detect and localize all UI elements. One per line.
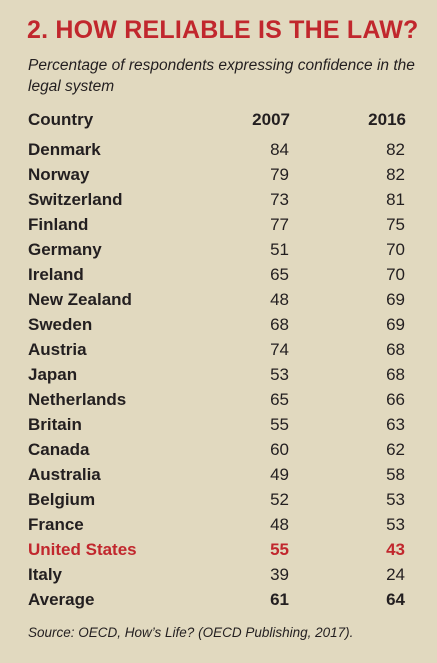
value-2016-cell: 64 <box>386 590 405 609</box>
value-2007-cell: 48 <box>270 290 289 309</box>
table-row: France 48 53 <box>28 515 408 540</box>
chart-title: 2. HOW RELIABLE IS THE LAW? <box>27 16 419 44</box>
chart-subtitle: Percentage of respondents expressing con… <box>28 57 415 95</box>
country-cell: Japan <box>28 365 78 384</box>
country-cell: Italy <box>28 565 63 584</box>
table-row: Finland 77 75 <box>28 215 408 240</box>
country-cell: Britain <box>28 415 82 434</box>
country-cell: Norway <box>28 165 90 184</box>
value-2007-cell: 51 <box>270 240 289 259</box>
country-cell: Germany <box>28 240 102 259</box>
value-2007-cell: 55 <box>270 415 289 434</box>
country-cell: New Zealand <box>28 290 132 309</box>
table-row: Australia 49 58 <box>28 465 408 490</box>
value-2016-cell: 68 <box>386 340 405 359</box>
table-row: Netherlands 65 66 <box>28 390 408 415</box>
table-header: Country 2007 2016 <box>28 110 408 135</box>
table-row: Italy 39 24 <box>28 565 408 590</box>
table-row-average: Average 61 64 <box>28 590 408 615</box>
value-2016-cell: 82 <box>386 140 405 159</box>
table-row: Norway 79 82 <box>28 165 408 190</box>
value-2007-cell: 84 <box>270 140 289 159</box>
country-cell: Netherlands <box>28 390 127 409</box>
value-2016-cell: 24 <box>386 565 405 584</box>
value-2007-cell: 48 <box>270 515 289 534</box>
table-row: Ireland 65 70 <box>28 265 408 290</box>
value-2016-cell: 66 <box>386 390 405 409</box>
table-row: Sweden 68 69 <box>28 315 408 340</box>
country-cell: Denmark <box>28 140 101 159</box>
value-2007-cell: 49 <box>270 465 289 484</box>
value-2016-cell: 70 <box>386 265 405 284</box>
country-cell: Australia <box>28 465 101 484</box>
table-row: Belgium 52 53 <box>28 490 408 515</box>
value-2016-cell: 53 <box>386 490 405 509</box>
table-row: Japan 53 68 <box>28 365 408 390</box>
value-2007-cell: 55 <box>270 540 289 559</box>
value-2016-cell: 81 <box>386 190 405 209</box>
value-2016-cell: 58 <box>386 465 405 484</box>
table-row: Canada 60 62 <box>28 440 408 465</box>
table-row: United States 55 43 <box>28 540 408 565</box>
table-row: Denmark 84 82 <box>28 140 408 165</box>
table-row: Austria 74 68 <box>28 340 408 365</box>
country-cell: Ireland <box>28 265 84 284</box>
country-cell: Canada <box>28 440 90 459</box>
country-cell: Austria <box>28 340 87 359</box>
value-2016-cell: 63 <box>386 415 405 434</box>
value-2007-cell: 52 <box>270 490 289 509</box>
value-2016-cell: 75 <box>386 215 405 234</box>
country-cell: Finland <box>28 215 89 234</box>
country-cell: France <box>28 515 84 534</box>
value-2016-cell: 43 <box>386 540 405 559</box>
value-2016-cell: 69 <box>386 315 405 334</box>
value-2007-cell: 60 <box>270 440 289 459</box>
country-cell: United States <box>28 540 137 559</box>
value-2016-cell: 70 <box>386 240 405 259</box>
table-row: Britain 55 63 <box>28 415 408 440</box>
value-2007-cell: 39 <box>270 565 289 584</box>
value-2007-cell: 53 <box>270 365 289 384</box>
column-header-2007: 2007 <box>252 110 290 129</box>
value-2016-cell: 82 <box>386 165 405 184</box>
table-row: Switzerland 73 81 <box>28 190 408 215</box>
value-2007-cell: 68 <box>270 315 289 334</box>
value-2016-cell: 53 <box>386 515 405 534</box>
country-cell: Switzerland <box>28 190 123 209</box>
value-2016-cell: 69 <box>386 290 405 309</box>
value-2007-cell: 79 <box>270 165 289 184</box>
value-2007-cell: 74 <box>270 340 289 359</box>
value-2016-cell: 68 <box>386 365 405 384</box>
table-row: New Zealand 48 69 <box>28 290 408 315</box>
country-cell: Average <box>28 590 95 609</box>
table-row: Germany 51 70 <box>28 240 408 265</box>
column-header-2016: 2016 <box>368 110 406 129</box>
country-cell: Sweden <box>28 315 93 334</box>
country-cell: Belgium <box>28 490 96 509</box>
column-header-country: Country <box>28 110 94 129</box>
value-2007-cell: 61 <box>270 590 289 609</box>
value-2007-cell: 73 <box>270 190 289 209</box>
value-2007-cell: 65 <box>270 390 289 409</box>
value-2016-cell: 62 <box>386 440 405 459</box>
value-2007-cell: 77 <box>270 215 289 234</box>
value-2007-cell: 65 <box>270 265 289 284</box>
source-note: Source: OECD, How’s Life? (OECD Publishi… <box>28 625 354 640</box>
